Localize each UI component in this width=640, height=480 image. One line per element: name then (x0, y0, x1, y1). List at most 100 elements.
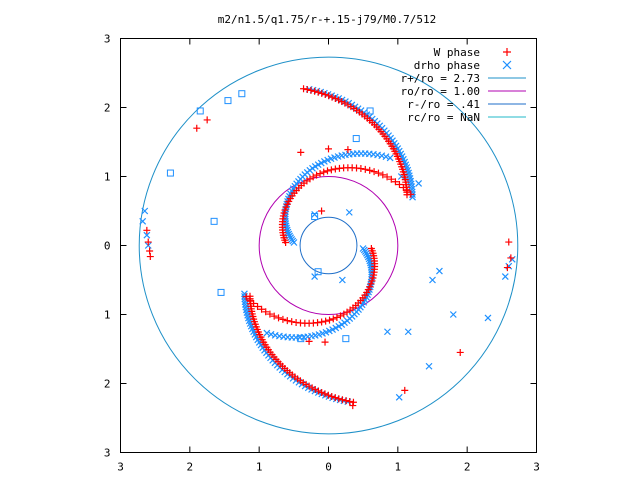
w-phase-point (407, 190, 415, 198)
y-tick-label: 2 (104, 378, 111, 391)
drho-phase-point (508, 255, 516, 263)
drho-phase-point (386, 154, 394, 162)
drho-phase-square-point (166, 169, 174, 177)
drho-phase-point (429, 276, 436, 284)
drho-phase-square-point (311, 213, 319, 221)
w-phase-point (288, 318, 296, 326)
circle-r+/ro = 2.73 (138, 56, 519, 435)
w-phase-point (246, 296, 254, 304)
w-phase-point (366, 166, 374, 174)
drho-phase-point (283, 226, 291, 234)
w-phase-point (316, 170, 324, 178)
w-phase-point (331, 95, 339, 103)
w-phase-point (254, 302, 262, 310)
w-phase-point (338, 98, 346, 106)
x-tick-label: 2 (187, 461, 194, 474)
drho-phase-point (267, 330, 275, 338)
w-phase-point (283, 317, 291, 325)
w-phase-point (321, 338, 329, 346)
w-phase-point (266, 310, 274, 318)
x-tick-label: 2 (464, 461, 471, 474)
x-tick-label: 1 (256, 461, 263, 474)
drho-phase-point (415, 179, 423, 187)
w-phase-point (329, 315, 337, 323)
drho-phase-point (311, 211, 319, 218)
drho-phase-point (364, 253, 372, 261)
w-phase-point (321, 91, 329, 99)
drho-phase-square-point (314, 268, 322, 276)
w-phase-point (383, 173, 391, 181)
w-phase-point (318, 318, 326, 326)
w-phase-point (262, 308, 270, 316)
w-phase-point (203, 116, 211, 124)
y-tick-label: 1 (104, 171, 111, 184)
drho-phase-point (382, 153, 390, 161)
circle-ro/ro = 1.00 (258, 176, 399, 315)
w-phase-point (282, 239, 290, 247)
w-phase-point (379, 171, 387, 179)
drho-phase-point (141, 207, 149, 215)
drho-phase-square-point (224, 97, 232, 105)
w-phase-point (146, 253, 154, 261)
legend-cross-marker (502, 60, 512, 70)
w-phase-point (328, 93, 336, 101)
w-phase-point (507, 254, 515, 262)
drho-phase-square-point (217, 288, 225, 296)
w-phase-point (326, 316, 334, 324)
drho-phase-point (395, 393, 403, 401)
drho-phase-square-point (352, 135, 360, 143)
w-phase-point (320, 168, 328, 176)
y-tick-label: 3 (104, 447, 111, 460)
w-phase-point (349, 398, 357, 406)
drho-phase-square-point (238, 90, 246, 98)
w-phase-point (144, 238, 152, 246)
data-marks (139, 85, 516, 410)
drho-phase-point (505, 262, 513, 270)
legend-label: r+/ro = 2.73 (401, 72, 480, 85)
y-tick-label: 1 (104, 309, 111, 322)
legend-label: W phase (434, 46, 480, 59)
drho-phase-point (501, 273, 509, 280)
w-phase-point (456, 348, 464, 356)
drho-phase-point (338, 276, 346, 284)
legend-label: r-/ro = .41 (407, 98, 480, 111)
y-tick-label: 2 (104, 102, 111, 115)
w-phase-point (322, 317, 330, 325)
w-phase-point (395, 181, 403, 189)
reference-circles (138, 56, 519, 435)
legend-label: rc/ro = NaN (407, 111, 480, 124)
w-phase-point (314, 319, 322, 327)
legend-plus-marker (503, 48, 511, 56)
drho-phase-point (290, 239, 298, 246)
w-phase-point (344, 146, 352, 154)
x-tick-label: 1 (395, 461, 402, 474)
w-phase-point (401, 386, 409, 394)
w-phase-point (321, 390, 329, 398)
w-phase-point (342, 397, 350, 405)
w-phase-point (503, 264, 511, 272)
w-phase-point (297, 148, 305, 156)
w-phase-point (331, 165, 339, 173)
drho-phase-point (436, 267, 443, 275)
chart-title: m2/n1.5/q1.75/r-+.15-j79/M0.7/512 (218, 13, 437, 26)
w-phase-point (318, 388, 326, 396)
x-tick-label: 3 (533, 461, 540, 474)
drho-phase-point (285, 230, 293, 238)
w-phase-point (367, 244, 375, 252)
w-phase-point (325, 92, 333, 100)
w-phase-point (146, 247, 154, 255)
drho-phase-square-point (210, 217, 218, 225)
w-phase-point (307, 86, 315, 94)
w-phase-point (335, 395, 343, 403)
w-phase-point (370, 168, 378, 176)
w-phase-point (308, 384, 316, 392)
w-phase-point (505, 238, 513, 246)
w-phase-point (270, 312, 278, 320)
x-tick-label: 3 (117, 461, 124, 474)
drho-phase-point (263, 329, 271, 337)
w-phase-point (275, 314, 283, 322)
w-phase-point (391, 178, 399, 186)
drho-phase-point (366, 257, 374, 265)
w-phase-point (279, 315, 287, 323)
